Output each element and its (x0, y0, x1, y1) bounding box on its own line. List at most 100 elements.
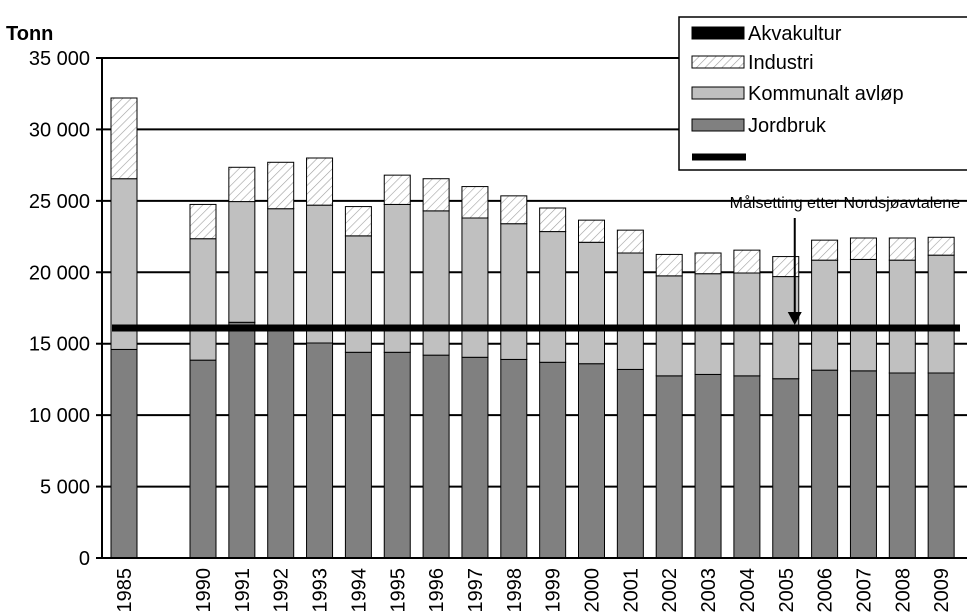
x-tick-label: 2006 (815, 568, 837, 613)
bar-industri-2002 (655, 253, 683, 277)
x-tick-label: 2000 (582, 568, 604, 613)
bar-jordbruk-2002 (655, 375, 683, 559)
bar-industri-2000 (578, 219, 605, 243)
bar-industri-2008 (888, 237, 916, 261)
x-tick-label: 1992 (271, 568, 293, 613)
bar-kommunalt-avl-p-2007 (849, 258, 877, 372)
y-axis-ticks: 0 5 000 10 000 15 000 20 000 25 000 30 000 35 0… (29, 48, 102, 570)
x-tick-label: 2009 (931, 568, 953, 613)
x-tick-label: 1991 (232, 568, 254, 613)
x-tick-label: 1993 (310, 568, 332, 613)
bar-jordbruk-1997 (461, 356, 489, 559)
y-tick-label: 15 000 (29, 334, 90, 356)
x-tick-label: 1999 (543, 568, 565, 613)
x-tick-label: 2008 (892, 568, 914, 613)
x-tick-label: 2005 (776, 568, 798, 613)
x-tick-label: 1998 (504, 568, 526, 613)
bar-industri-1998 (500, 195, 528, 225)
bar-kommunalt-avl-p-1996 (422, 210, 450, 356)
bar-kommunalt-avl-p-1990 (189, 238, 217, 361)
bar-kommunalt-avl-p-1997 (461, 217, 489, 358)
x-tick-label: 2004 (737, 568, 759, 613)
bar-jordbruk-2004 (733, 375, 761, 559)
legend-swatch-akvakultur (691, 26, 745, 40)
bar-jordbruk-1990 (189, 359, 217, 559)
bar-jordbruk-1996 (422, 354, 450, 559)
bar-industri-2007 (849, 237, 877, 260)
axes (101, 58, 967, 559)
bar-jordbruk-2005 (772, 378, 800, 559)
bar-industri-2001 (616, 229, 644, 254)
bar-industri-1995 (383, 174, 411, 205)
bar-jordbruk-2009 (927, 372, 955, 559)
legend-swatch-industri (691, 55, 745, 69)
bar-jordbruk-1991 (228, 321, 256, 559)
bar-kommunalt-avl-p-1992 (267, 208, 295, 331)
bar-industri-1992 (267, 161, 295, 210)
bar-kommunalt-avl-p-1993 (306, 204, 334, 344)
y-tick-label: 10 000 (29, 405, 90, 427)
bar-kommunalt-avl-p-1994 (344, 235, 372, 353)
bar-kommunalt-avl-p-2009 (927, 254, 955, 374)
bar-kommunalt-avl-p-1991 (228, 201, 256, 323)
y-tick-label: 0 (79, 548, 90, 570)
bar-jordbruk-2000 (578, 363, 605, 559)
annotation-arrow-head (787, 312, 802, 325)
bar-kommunalt-avl-p-2004 (733, 272, 761, 377)
bar-jordbruk-2008 (888, 372, 916, 559)
bar-kommunalt-avl-p-2003 (694, 273, 722, 375)
bar-kommunalt-avl-p-2001 (616, 252, 644, 370)
bar-jordbruk-1993 (306, 342, 334, 559)
annotation-group: Målsetting etter Nordsjøavtalene (730, 194, 960, 325)
x-tick-label: 1995 (387, 568, 409, 613)
bar-kommunalt-avl-p-2008 (888, 259, 916, 374)
bar-jordbruk-2001 (616, 368, 644, 559)
bars (110, 97, 955, 559)
bar-industri-1994 (344, 206, 372, 237)
legend-swatch-jordbruk (691, 118, 745, 132)
x-tick-label: 1990 (193, 568, 215, 613)
legend-swatch-kommunalt-avl-p (691, 86, 745, 100)
bar-kommunalt-avl-p-2006 (811, 259, 839, 371)
bar-jordbruk-2007 (849, 370, 877, 559)
bar-industri-1985 (110, 97, 138, 180)
x-tick-label: 1994 (348, 568, 370, 613)
bar-jordbruk-1985 (110, 348, 138, 559)
legend-label: Akvakultur (748, 23, 842, 45)
annotation-label: Målsetting etter Nordsjøavtalene (730, 194, 960, 212)
x-tick-label: 1997 (465, 568, 487, 613)
bar-jordbruk-1998 (500, 358, 528, 559)
bar-kommunalt-avl-p-2000 (578, 241, 605, 365)
legend-label: Kommunalt avløp (748, 83, 904, 105)
x-tick-label: 2007 (853, 568, 875, 613)
bar-jordbruk-1994 (344, 351, 372, 559)
bar-industri-2006 (811, 239, 839, 261)
bar-jordbruk-1995 (383, 351, 411, 559)
bar-industri-1999 (539, 207, 567, 233)
bar-jordbruk-1999 (539, 361, 567, 559)
bar-industri-1991 (228, 166, 256, 203)
bar-jordbruk-2006 (811, 369, 839, 559)
bar-jordbruk-1992 (267, 329, 295, 559)
x-tick-label: 1996 (426, 568, 448, 613)
x-tick-label: 2001 (620, 568, 642, 613)
x-axis-ticks: 1985 1990 1991 1992 1993 1994 1995 1996 1997 1998… (114, 568, 953, 613)
bar-industri-1990 (189, 203, 217, 240)
bar-industri-1993 (306, 157, 334, 206)
y-axis-label: Tonn (6, 23, 53, 45)
y-tick-label: 20 000 (29, 262, 90, 284)
legend: Akvakultur Industri Kommunalt avløp Jordbru… (678, 16, 967, 171)
bar-industri-2009 (927, 236, 955, 256)
y-tick-label: 5 000 (40, 477, 90, 499)
y-tick-label: 35 000 (29, 48, 90, 70)
bar-industri-1997 (461, 186, 489, 219)
bar-industri-2003 (694, 252, 722, 275)
bar-kommunalt-avl-p-1999 (539, 231, 567, 363)
y-tick-label: 30 000 (29, 119, 90, 141)
x-tick-label: 2002 (659, 568, 681, 613)
bar-kommunalt-avl-p-1985 (110, 178, 138, 350)
bar-kommunalt-avl-p-1998 (500, 223, 528, 360)
x-tick-label: 1985 (114, 568, 136, 613)
bar-industri-1996 (422, 178, 450, 212)
